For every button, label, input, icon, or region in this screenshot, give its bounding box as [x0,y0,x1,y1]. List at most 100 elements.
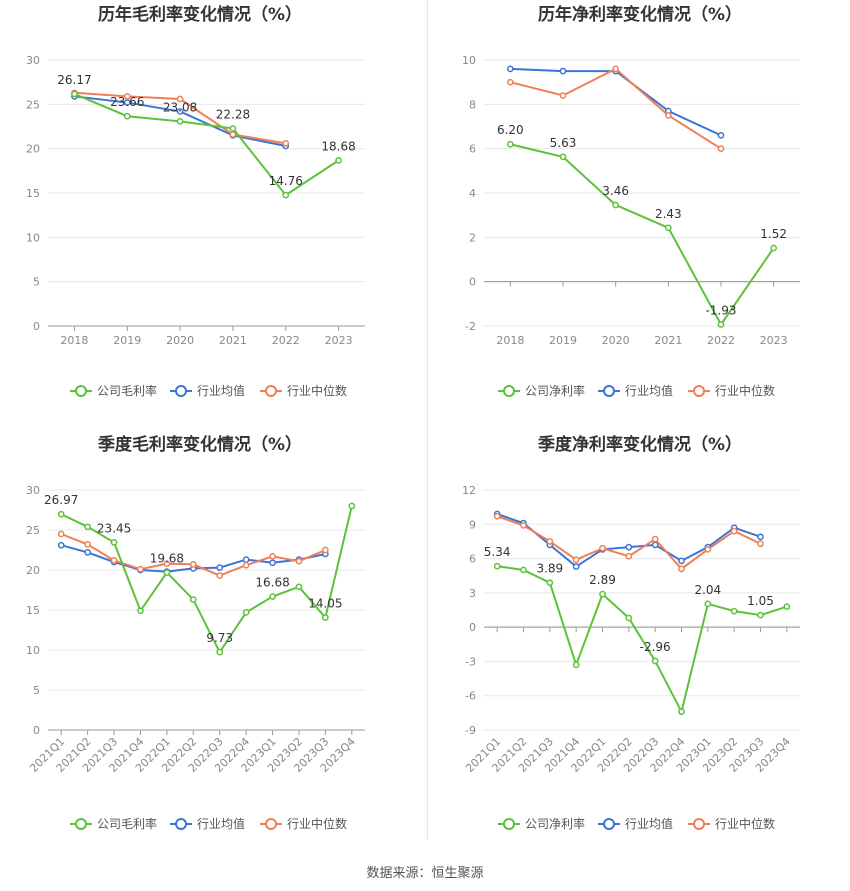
data-point [651,541,659,549]
data-point [123,112,131,120]
chart-title: 历年毛利率变化情况（%） [98,4,302,25]
x-tick-label: 2021 [654,334,682,347]
legend-swatch-marker [265,818,277,830]
data-point [704,546,712,553]
data-source: 数据来源：恒生聚源 [366,866,484,881]
data-label: -2.96 [640,640,671,654]
y-tick-label: -9 [465,724,476,737]
y-tick-label: 15 [26,187,40,200]
chart-title: 季度净利率变化情况（%） [538,434,742,455]
data-label: 3.89 [536,562,563,576]
x-tick-label: 2023 [325,334,353,347]
y-tick-label: 25 [26,98,40,111]
legend-swatch-marker [503,385,515,397]
x-tick-label: 2020 [166,334,194,347]
data-point [717,132,725,139]
data-point [704,600,712,608]
data-point [506,65,514,73]
y-tick-label: 6 [469,553,476,566]
data-point [348,502,356,510]
data-point [678,708,685,716]
data-point [546,579,554,587]
y-tick-label: 30 [26,54,40,67]
data-label: 1.52 [760,227,787,241]
x-tick-label: 2019 [549,334,577,347]
y-tick-label: 0 [469,276,476,289]
chart-quarterly-net: 季度净利率变化情况（%） -9 -6 -3 0 3 6 9 12 2021Q1 2021Q2 2021… [428,428,850,858]
data-point [493,562,501,570]
data-point [559,153,567,161]
legend-swatch-marker [693,818,705,830]
data-point [572,563,580,570]
series-line-2 [510,67,722,150]
legend-label: 行业中位数 [715,383,775,398]
chart-title: 季度毛利率变化情况（%） [98,434,302,455]
data-point [520,566,527,574]
data-label: 22.28 [216,107,250,121]
legend-label: 行业中位数 [715,816,775,831]
y-tick-label: 0 [33,320,40,333]
y-tick-label: 6 [469,143,476,156]
data-point [651,535,659,543]
data-label: 2.89 [589,573,616,587]
series-line-0 [60,505,353,655]
y-tick-label: 20 [26,143,40,156]
data-point [84,541,91,548]
data-point [176,118,184,125]
data-point [110,557,118,564]
y-tick-label: -3 [465,655,476,668]
chart-annual-gross: 历年毛利率变化情况（%） 0 5 10 15 20 25 30 2018 2019 2020 2021… [0,0,425,430]
legend-label: 行业均值 [625,383,673,398]
y-tick-label: 8 [469,98,476,111]
data-point [242,556,250,563]
y-tick-label: 2 [469,231,476,244]
chart-title: 历年净利率变化情况（%） [538,4,742,25]
data-label: 2.04 [694,583,721,597]
legend-swatch-marker [603,385,615,397]
x-tick-label: 2021 [219,334,247,347]
y-tick-label: 0 [469,621,476,634]
legend-swatch-marker [503,818,515,830]
y-tick-label: 10 [462,54,476,67]
data-point [730,527,738,535]
data-label: 5.34 [484,545,511,559]
legend-swatch-marker [175,818,187,830]
legend-label: 行业均值 [625,816,673,831]
data-point [282,139,290,147]
data-point [123,99,131,106]
legend-swatch-marker [603,818,615,830]
legend-label: 公司毛利率 [97,383,157,398]
data-label: 1.05 [747,594,774,608]
data-label: 2.43 [655,207,682,221]
data-point [269,559,276,567]
legend-label: 行业均值 [197,816,245,831]
data-point [717,145,725,153]
legend-label: 公司净利率 [525,383,585,398]
data-point [137,565,144,573]
data-point [664,224,672,232]
y-tick-label: 12 [462,484,476,497]
data-point [229,131,237,138]
data-point [123,93,131,100]
data-point [757,611,764,619]
data-point [216,648,224,656]
data-label: 14.05 [308,597,342,611]
y-tick-label: 5 [33,276,40,289]
data-point [189,561,197,568]
legend-swatch-marker [75,818,87,830]
legend-swatch-marker [265,385,277,397]
x-tick-label: 2018 [496,334,524,347]
data-label: 26.97 [44,493,78,507]
data-point [559,92,567,99]
data-label: 19.68 [150,552,184,566]
data-point [295,583,303,591]
data-point [216,564,224,571]
y-tick-label: 5 [33,684,40,697]
data-point [783,603,791,610]
data-point [242,609,250,616]
y-tick-label: 10 [26,644,40,657]
y-tick-label: 0 [33,724,40,737]
data-point [137,607,144,615]
data-label: 23.08 [163,100,197,114]
y-tick-label: 20 [26,564,40,577]
